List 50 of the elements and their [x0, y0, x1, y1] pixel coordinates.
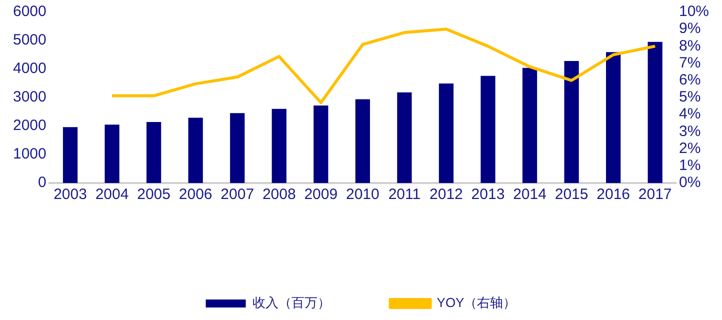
legend-label: YOY（右轴）	[436, 295, 516, 310]
x-tick-label: 2013	[471, 186, 505, 204]
y2-tick-label: 3%	[678, 122, 701, 140]
bar	[104, 124, 120, 183]
x-tick-label: 2009	[304, 186, 338, 204]
x-tick-label: 2003	[54, 186, 87, 204]
y-tick-label: 6000	[12, 3, 46, 20]
y-tick-label: 1000	[12, 146, 46, 163]
bar	[314, 105, 328, 183]
bar	[230, 113, 245, 183]
y-tick-label: 5000	[12, 32, 46, 49]
bar	[648, 42, 662, 183]
y2-tick-label: 1%	[678, 157, 701, 174]
legend-label: 收入（百万）	[252, 295, 330, 310]
x-tick-label: 2014	[513, 186, 546, 204]
x-tick-label: 2011	[388, 186, 421, 204]
bar	[480, 76, 496, 183]
bar	[146, 122, 162, 183]
y2-tick-label: 0%	[678, 174, 701, 192]
y-tick-label: 2000	[12, 117, 46, 134]
bar	[272, 108, 286, 183]
y2-tick-label: 4%	[678, 106, 701, 123]
bar	[355, 99, 370, 183]
y2-tick-label: 9%	[678, 20, 701, 38]
x-tick-label: 2010	[346, 186, 380, 204]
bar	[62, 127, 78, 183]
bar	[606, 52, 621, 183]
y2-tick-label: 8%	[678, 37, 701, 54]
x-tick-label: 2012	[430, 186, 463, 204]
x-tick-label: 2017	[638, 186, 672, 204]
x-tick-label: 2007	[220, 186, 254, 204]
y2-tick-label: 7%	[678, 54, 701, 72]
y-tick-label: 0	[38, 174, 46, 192]
bar	[438, 84, 454, 183]
y2-tick-label: 10%	[678, 3, 710, 20]
x-tick-label: 2016	[596, 186, 630, 204]
y2-tick-label: 6%	[678, 72, 701, 89]
x-tick-label: 2006	[178, 186, 212, 204]
y2-tick-label: 2%	[678, 140, 701, 157]
y2-tick-label: 5%	[678, 88, 701, 106]
x-tick-label: 2005	[137, 186, 170, 204]
x-tick-label: 2008	[262, 186, 296, 204]
bar	[564, 61, 579, 183]
bar	[522, 68, 538, 183]
y-tick-label: 3000	[12, 88, 46, 106]
bar	[397, 92, 412, 183]
x-tick-label: 2015	[554, 186, 588, 204]
y-tick-label: 4000	[12, 60, 46, 78]
bar	[188, 118, 203, 183]
x-tick-label: 2004	[95, 186, 129, 204]
